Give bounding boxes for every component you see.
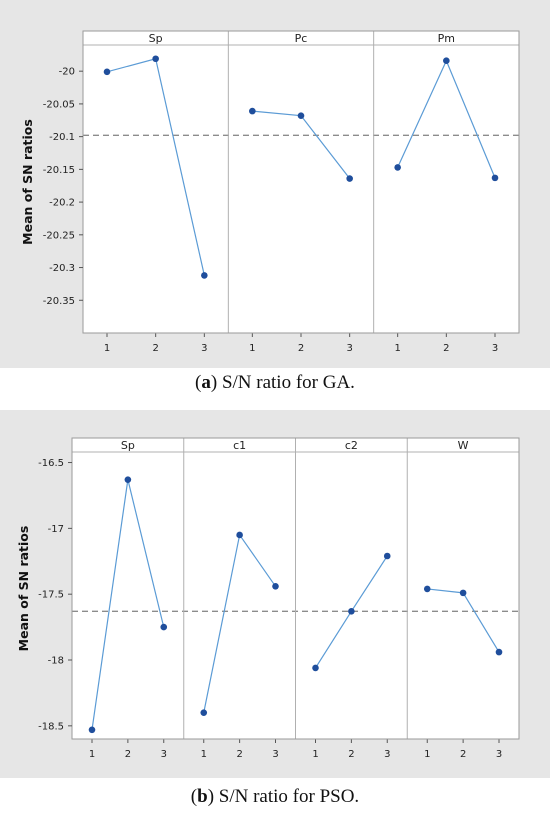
caption-pso: (b) S/N ratio for PSO. bbox=[190, 786, 360, 807]
ga-plot-area bbox=[83, 31, 519, 333]
ga-data-point-pm-1 bbox=[394, 164, 401, 171]
pso-y-tick-label: -17 bbox=[48, 524, 64, 535]
pso-data-point-c1-1 bbox=[200, 709, 208, 716]
ga-data-point-pc-3 bbox=[346, 175, 353, 182]
ga-data-point-pc-2 bbox=[297, 112, 305, 119]
pso-y-axis-label: Mean of SN ratios bbox=[16, 526, 31, 652]
pso-x-tick-label: 2 bbox=[125, 749, 131, 760]
ga-y-axis-label: Mean of SN ratios bbox=[20, 119, 35, 245]
caption-ga-label: a bbox=[201, 372, 211, 393]
pso-x-tick-label: 1 bbox=[424, 749, 430, 760]
pso-x-tick-label: 1 bbox=[201, 749, 207, 760]
ga-x-tick-label: 3 bbox=[492, 343, 498, 354]
ga-x-tick-label: 1 bbox=[394, 343, 400, 354]
pso-data-point-c1-3 bbox=[272, 582, 279, 590]
pso-panel-label-c1: c1 bbox=[233, 439, 246, 452]
pso-data-point-sp-1 bbox=[88, 726, 96, 734]
pso-x-tick-label: 3 bbox=[496, 749, 502, 760]
ga-panel-label-sp: Sp bbox=[149, 32, 163, 45]
pso-data-point-c2-1 bbox=[312, 664, 319, 672]
chart-pso: Sp 1 2 3 c1 1 2 3 c2 1 2 3 W 1 2 3 -16.5 -17 -17.5 -18 -18.5… bbox=[0, 410, 550, 778]
ga-x-tick-label: 1 bbox=[249, 343, 255, 354]
ga-x-tick-label: 2 bbox=[152, 343, 158, 354]
pso-y-tick-label: -16.5 bbox=[38, 458, 64, 469]
pso-panel-label-c2: c2 bbox=[345, 439, 358, 452]
pso-x-tick-label: 3 bbox=[161, 749, 167, 760]
pso-x-tick-label: 1 bbox=[312, 749, 318, 760]
ga-x-tick-label: 2 bbox=[298, 343, 304, 354]
ga-x-tick-label: 3 bbox=[346, 343, 352, 354]
pso-data-point-sp-3 bbox=[160, 623, 168, 631]
ga-data-point-pc-1 bbox=[249, 107, 256, 115]
pso-y-tick-label: -18 bbox=[48, 656, 64, 667]
ga-data-point-sp-3 bbox=[201, 272, 208, 279]
ga-y-tick-label: -20.25 bbox=[43, 230, 75, 241]
caption-pso-label: b bbox=[197, 786, 208, 807]
ga-panel-label-pc: Pc bbox=[295, 32, 308, 45]
pso-plot-frame bbox=[71, 437, 520, 740]
ga-y-tick-label: -20.35 bbox=[43, 296, 75, 307]
ga-x-tick-label: 2 bbox=[443, 343, 449, 354]
ga-y-tick-label: -20.2 bbox=[49, 198, 75, 209]
caption-pso-text: S/N ratio for PSO. bbox=[214, 786, 360, 807]
pso-panel-label-sp: Sp bbox=[121, 439, 135, 452]
ga-y-tick-label: -20 bbox=[59, 67, 75, 78]
ga-data-point-sp-2 bbox=[152, 55, 159, 63]
chart-ga: Sp 1 2 3 Pc 1 2 3 Pm 1 2 3 -20 -20.05 -20.1 -20.15 -20.2… bbox=[0, 0, 550, 368]
caption-ga: (a) S/N ratio for GA. bbox=[195, 372, 355, 393]
ga-x-tick-label: 1 bbox=[104, 343, 110, 354]
pso-data-point-w-2 bbox=[459, 589, 467, 597]
pso-x-tick-label: 3 bbox=[384, 749, 390, 760]
pso-x-tick-label: 2 bbox=[348, 749, 354, 760]
ga-y-tick-label: -20.05 bbox=[43, 99, 75, 110]
pso-x-tick-label: 1 bbox=[89, 749, 95, 760]
pso-panel-label-w: W bbox=[458, 439, 469, 452]
pso-x-tick-label: 2 bbox=[236, 749, 242, 760]
pso-y-tick-label: -18.5 bbox=[38, 721, 64, 732]
ga-plot-frame bbox=[82, 30, 520, 334]
pso-data-point-c1-2 bbox=[236, 531, 243, 539]
ga-y-tick-label: -20.15 bbox=[43, 165, 75, 176]
ga-data-point-sp-1 bbox=[103, 68, 111, 76]
ga-y-tick-label: -20.1 bbox=[49, 132, 75, 143]
pso-data-point-sp-2 bbox=[124, 476, 132, 483]
ga-data-point-pm-3 bbox=[491, 174, 499, 182]
pso-data-point-c2-2 bbox=[348, 607, 355, 615]
pso-data-point-c2-3 bbox=[383, 552, 391, 560]
ga-x-tick-label: 3 bbox=[201, 343, 207, 354]
pso-x-tick-label: 3 bbox=[272, 749, 278, 760]
ga-y-tick-label: -20.3 bbox=[49, 263, 75, 274]
pso-y-tick-label: -17.5 bbox=[38, 590, 64, 601]
ga-panel-label-pm: Pm bbox=[438, 32, 455, 45]
caption-ga-text: S/N ratio for GA. bbox=[217, 372, 355, 393]
ga-data-point-pm-2 bbox=[443, 57, 450, 65]
pso-data-point-w-1 bbox=[423, 585, 431, 593]
pso-data-point-w-3 bbox=[495, 648, 503, 656]
pso-x-tick-label: 2 bbox=[460, 749, 466, 760]
